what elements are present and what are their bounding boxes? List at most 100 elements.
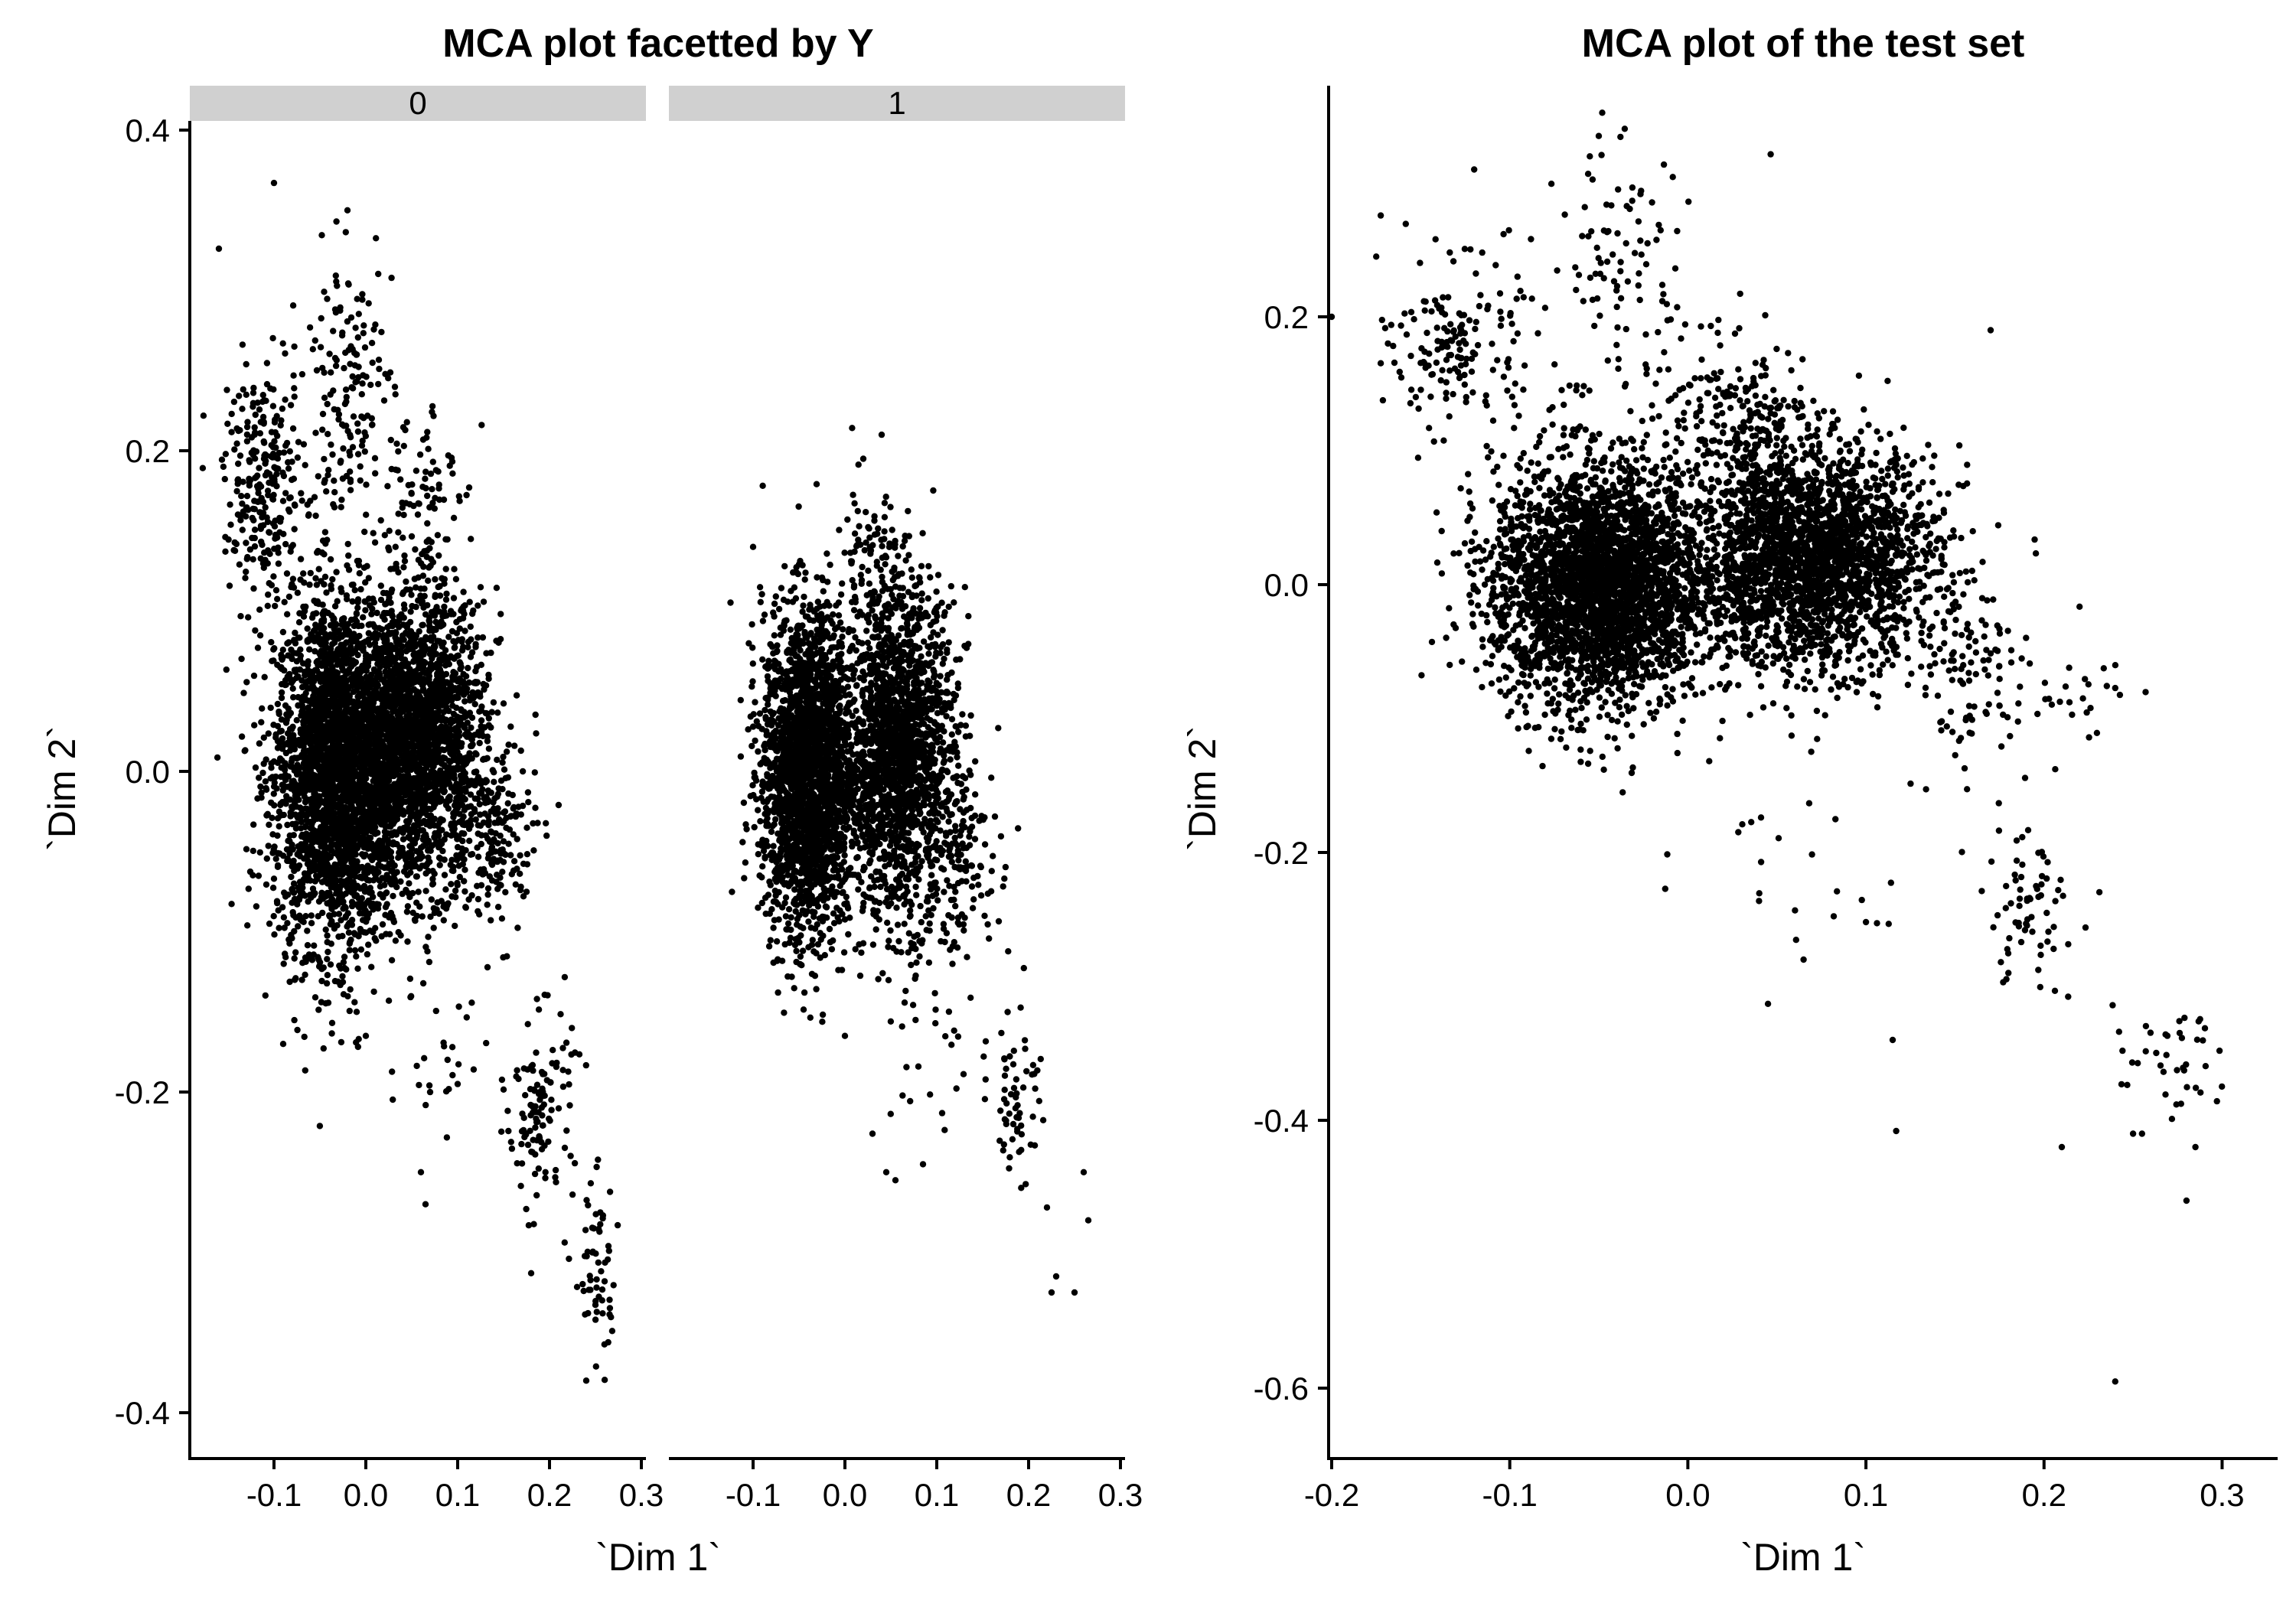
facet-0-point xyxy=(413,830,420,837)
facet-0-point xyxy=(293,674,300,681)
facet-0-point xyxy=(276,808,283,815)
facet-0-point xyxy=(386,622,393,630)
facet-0-point xyxy=(374,756,381,763)
facet-0-point xyxy=(425,854,432,861)
facet-0-point xyxy=(294,589,302,596)
facet-0-point xyxy=(429,750,436,758)
facet-0-point xyxy=(412,743,419,750)
facet-0-point xyxy=(373,635,380,642)
facet-0-point xyxy=(427,806,435,813)
facet-0-point xyxy=(406,753,413,760)
facet-0-point xyxy=(477,693,484,700)
facet-0-point xyxy=(445,634,452,641)
facet-0-point xyxy=(419,980,427,987)
facet-0-point xyxy=(325,698,332,705)
facet-0-point xyxy=(272,856,279,862)
facet-0-point xyxy=(377,761,383,769)
facet-0-point xyxy=(320,1045,327,1052)
facet-0-point xyxy=(388,644,395,651)
facet-0-point xyxy=(328,661,334,668)
facet-0-point xyxy=(404,771,412,778)
facet-0-point xyxy=(305,706,313,714)
facet-0-point xyxy=(442,566,449,572)
facet-0-point xyxy=(314,549,321,556)
facet-0-point xyxy=(321,624,328,632)
facet-0-point xyxy=(281,598,288,605)
facet-0-point xyxy=(392,937,400,944)
facet-0-point xyxy=(406,681,413,689)
facet-0-point xyxy=(386,732,393,740)
facet-0-point xyxy=(350,581,357,588)
facet-0-point xyxy=(455,862,462,869)
facet-0-point xyxy=(426,676,432,683)
facet-0-point xyxy=(331,881,339,888)
facet-0-point xyxy=(282,774,289,781)
facet-0-point xyxy=(357,897,364,904)
facet-0-point xyxy=(353,827,360,835)
facet-0-point xyxy=(256,606,263,613)
facet-0-point xyxy=(344,910,351,917)
facet-0-point xyxy=(254,795,261,802)
facet-0-point xyxy=(292,668,299,676)
facet-0-point xyxy=(353,756,360,763)
facet-0-point xyxy=(276,710,282,718)
facet-0-point xyxy=(436,862,443,869)
facet-0-point xyxy=(453,618,460,626)
facet-0-point xyxy=(406,894,413,901)
facet-0-point xyxy=(393,719,400,726)
facet-0-point xyxy=(458,663,465,670)
facet-0-point xyxy=(327,921,334,928)
facet-0-point xyxy=(354,651,361,659)
facet-0-point xyxy=(351,999,358,1006)
facet-0-point xyxy=(332,680,339,687)
facet-0-point xyxy=(324,932,331,939)
facet-0-point xyxy=(400,677,406,684)
facet-0-point xyxy=(343,704,350,711)
facet-0-point xyxy=(268,799,275,807)
facet-0-point xyxy=(448,716,455,723)
facet-0-point xyxy=(298,831,306,839)
facet-0-point xyxy=(397,848,404,855)
facet-0-point xyxy=(278,716,285,723)
facet-0-point xyxy=(373,738,380,745)
facet-0-point xyxy=(288,873,295,881)
facet-0-point xyxy=(450,595,458,601)
facet-0-point xyxy=(385,748,392,755)
facet-0-point xyxy=(476,739,483,747)
facet-0-point xyxy=(288,931,295,939)
facet-0-point xyxy=(325,652,333,659)
facet-0-point xyxy=(270,875,278,882)
facet-0-point xyxy=(436,716,443,723)
facet-0-point xyxy=(308,920,315,927)
facet-0-point xyxy=(291,1016,298,1024)
facet-0-point xyxy=(380,712,388,719)
facet-0-point xyxy=(282,681,289,689)
facet-0-point xyxy=(251,722,258,729)
facet-0-point xyxy=(416,854,423,861)
facet-0-point xyxy=(256,740,263,747)
facet-0-point xyxy=(267,775,274,782)
facet-0-point xyxy=(386,931,393,938)
facet-0-point xyxy=(284,821,291,829)
facet-0-point xyxy=(318,751,325,758)
facet-0-point xyxy=(404,621,411,628)
facet-0-point xyxy=(361,598,368,605)
facet-0-point xyxy=(322,926,329,934)
facet-0-point xyxy=(278,728,285,735)
facet-0-point xyxy=(400,534,406,541)
facet-0-point xyxy=(495,639,502,646)
facet-0-point xyxy=(311,706,318,713)
facet-0-point xyxy=(346,693,353,699)
facet-0-point xyxy=(392,800,400,807)
facet-0-point xyxy=(367,815,374,822)
facet-0-point xyxy=(316,796,323,803)
facet-0-point xyxy=(264,810,271,818)
facet-0-point xyxy=(343,826,351,834)
facet-0-point xyxy=(407,813,414,821)
facet-0-point xyxy=(263,756,269,763)
facet-0-point xyxy=(439,826,445,833)
facet-0-point xyxy=(367,885,373,892)
facet-0-point xyxy=(374,714,382,722)
facet-0-point xyxy=(533,730,540,737)
facet-0-point xyxy=(340,878,347,885)
